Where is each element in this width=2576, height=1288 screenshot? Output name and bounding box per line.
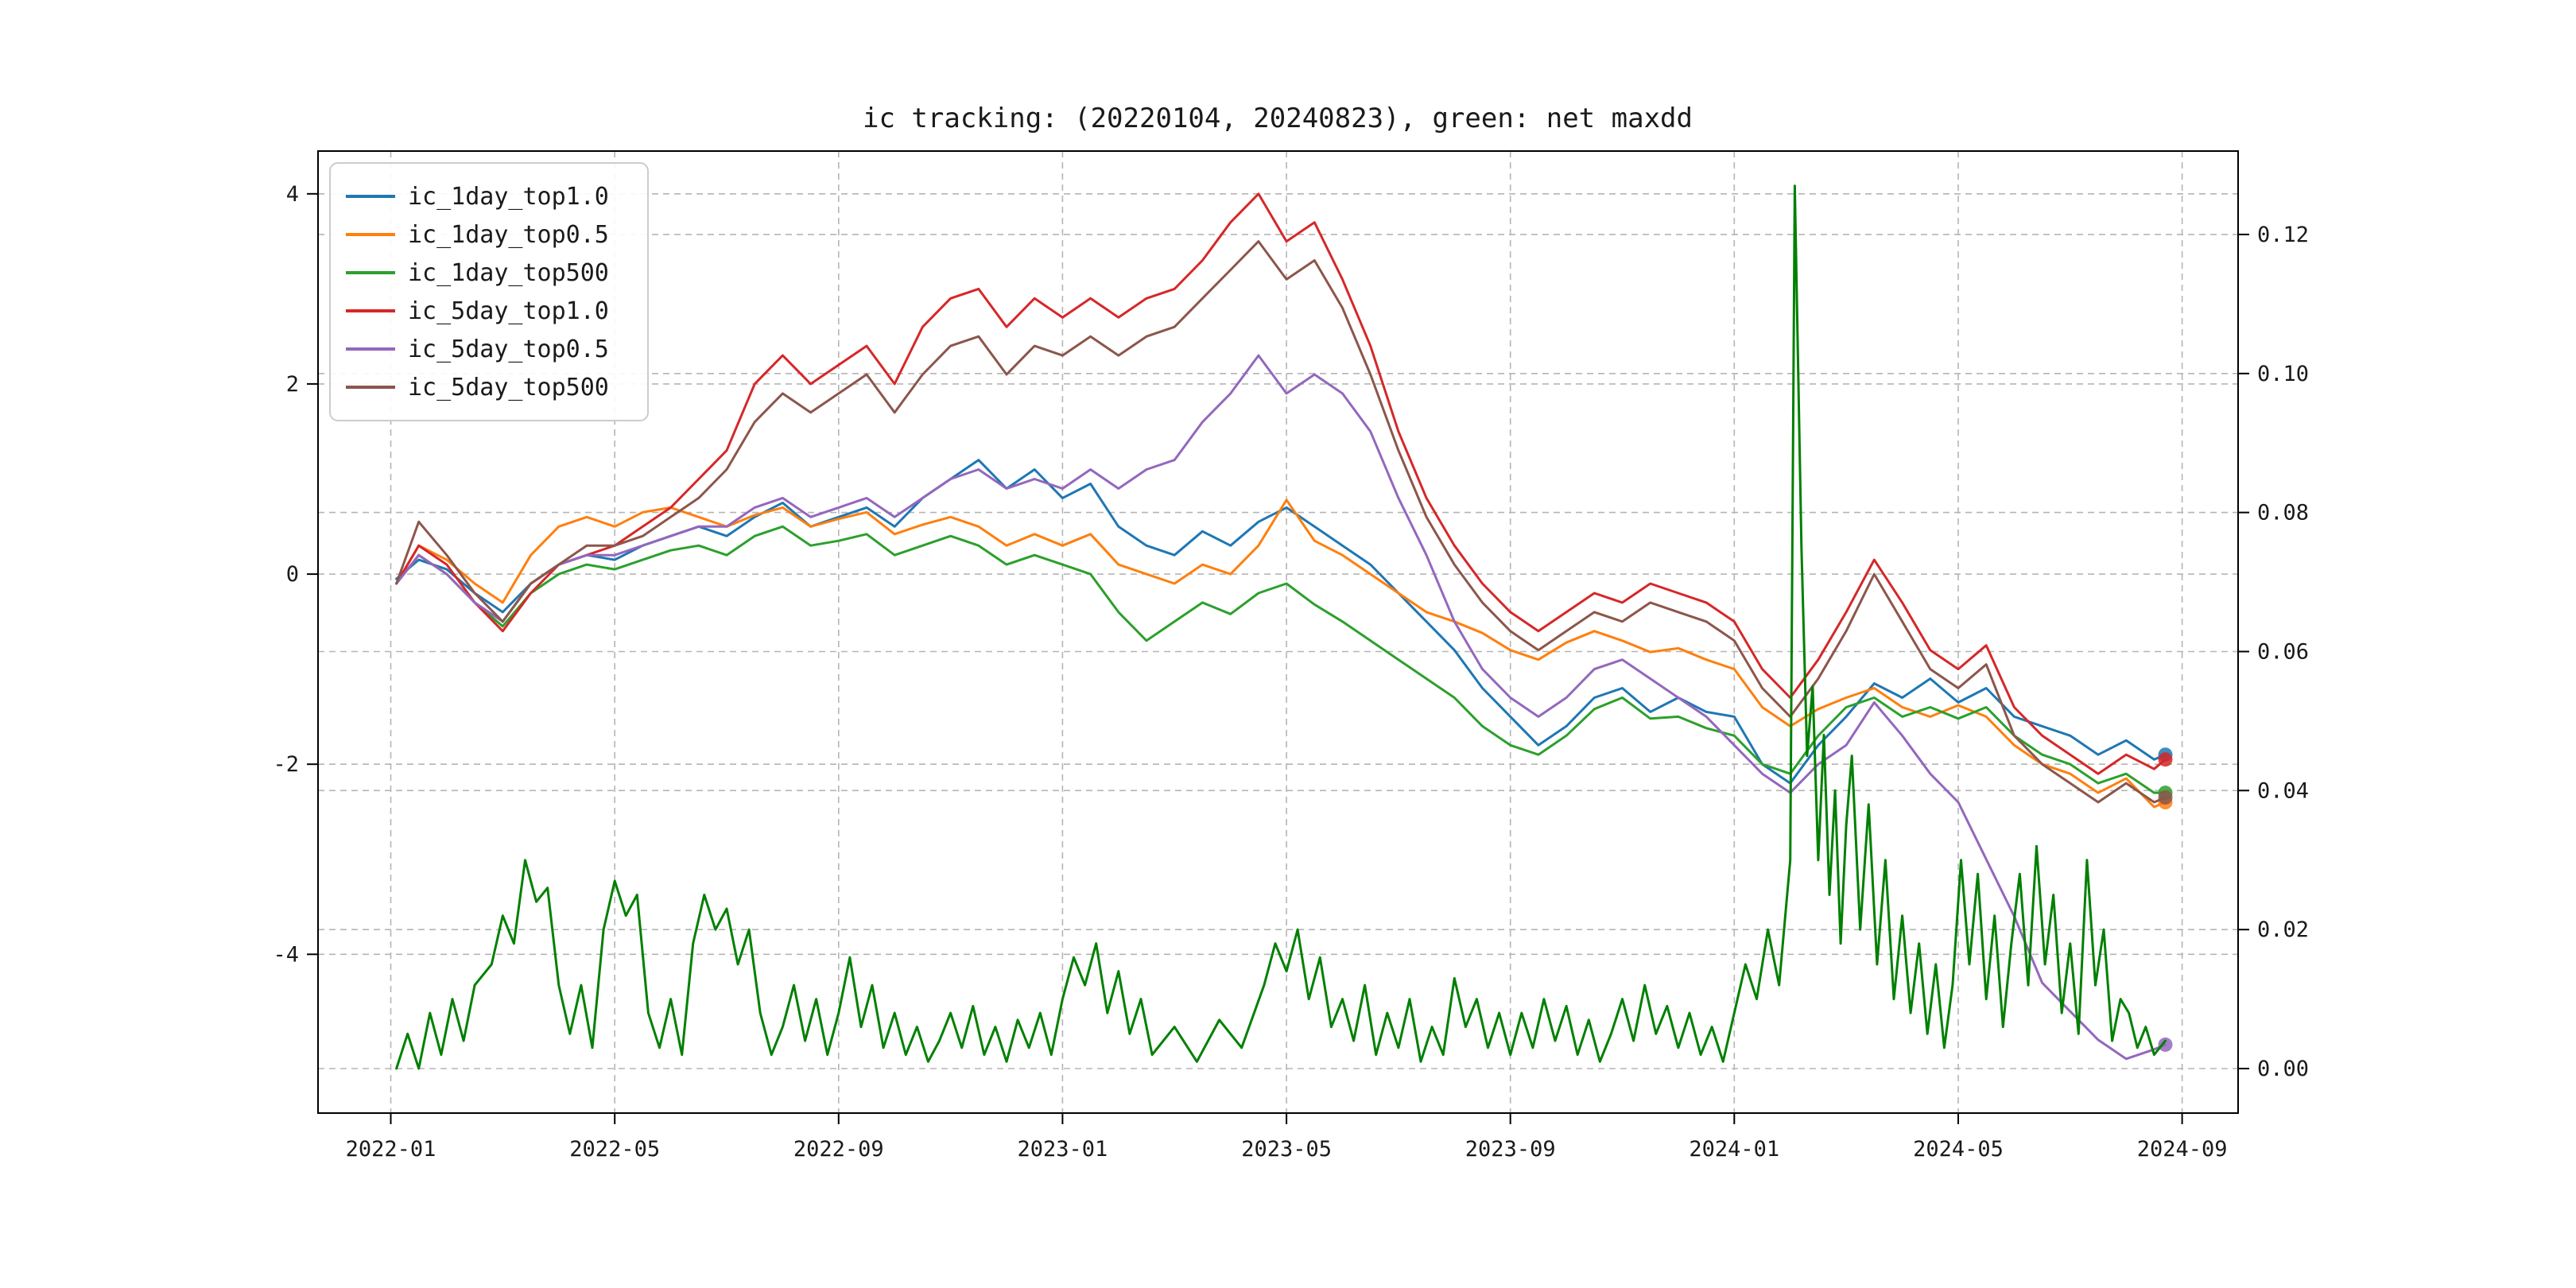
legend-label-ic_1day_top500: ic_1day_top500 <box>408 259 609 287</box>
series-line-ic_1day_top0.5 <box>395 499 2167 809</box>
legend-label-ic_5day_top0.5: ic_5day_top0.5 <box>408 336 609 363</box>
legend-label-ic_1day_top1.0: ic_1day_top1.0 <box>408 183 609 211</box>
x-tick-label: 2023-09 <box>1465 1137 1556 1162</box>
legend: ic_1day_top1.0 ic_1day_top0.5 ic_1day_top5… <box>329 162 649 421</box>
series-line-net_maxdd <box>395 184 2167 1070</box>
series-line-ic_5day_top500 <box>395 240 2167 804</box>
series-end-marker-ic_5day_top1.0 <box>2158 752 2173 767</box>
series-line-ic_5day_top1.0 <box>395 192 2167 775</box>
legend-box <box>329 162 649 421</box>
x-tick-label: 2024-05 <box>1913 1137 2004 1162</box>
y-right-tick-label: 0.10 <box>2257 362 2309 386</box>
x-tick-label: 2022-09 <box>793 1137 884 1162</box>
series-end-marker-ic_5day_top0.5 <box>2158 1037 2173 1052</box>
series-end-marker-ic_5day_top500 <box>2158 790 2173 805</box>
x-tick-label: 2023-05 <box>1241 1137 1332 1162</box>
chart-title: ic tracking: (20220104, 20240823), green… <box>863 103 1693 134</box>
y-left-tick-label: -4 <box>273 942 299 967</box>
x-tick-label: 2024-01 <box>1689 1137 1779 1162</box>
legend-label-ic_5day_top1.0: ic_5day_top1.0 <box>408 297 609 325</box>
x-tick-label: 2022-05 <box>569 1137 660 1162</box>
series-layer <box>395 184 2173 1070</box>
y-right-tick-label: 0.08 <box>2257 501 2309 526</box>
axes-layer <box>317 150 2239 1114</box>
series-line-ic_1day_top500 <box>395 525 2167 794</box>
y-right-tick-label: 0.00 <box>2257 1057 2309 1081</box>
y-left-tick-label: -2 <box>273 752 299 777</box>
x-tick-label: 2023-01 <box>1018 1137 1108 1162</box>
y-left-tick-label: 0 <box>286 562 299 587</box>
axes-border <box>317 150 2239 1114</box>
series-line-ic_5day_top0.5 <box>395 354 2167 1061</box>
y-left-tick-label: 4 <box>286 182 299 207</box>
y-right-tick-label: 0.12 <box>2257 223 2309 247</box>
legend-label-ic_5day_top500: ic_5day_top500 <box>408 374 609 402</box>
ticks-layer: 2022-01 2022-05 2022-09 2023-01 2023-05 2023-… <box>273 182 2309 1162</box>
y-right-tick-label: 0.06 <box>2257 640 2309 665</box>
y-right-tick-label: 0.04 <box>2257 778 2309 803</box>
x-tick-label: 2024-09 <box>2137 1137 2228 1162</box>
legend-label-ic_1day_top0.5: ic_1day_top0.5 <box>408 221 609 249</box>
y-right-tick-label: 0.02 <box>2257 918 2309 942</box>
y-left-tick-label: 2 <box>286 372 299 397</box>
x-tick-label: 2022-01 <box>346 1137 436 1162</box>
